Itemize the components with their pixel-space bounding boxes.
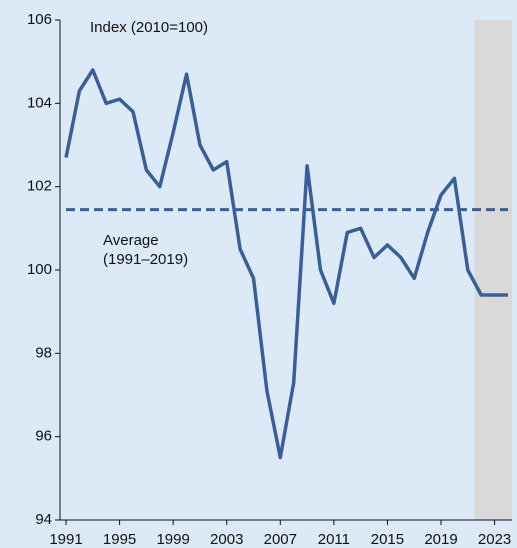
x-tick-label: 2007 [264,531,297,548]
x-tick-label: 1999 [156,531,189,548]
x-tick-label: 2015 [371,531,404,548]
shaded-region [474,20,512,520]
x-tick-label: 2011 [318,531,350,548]
average-label: Average [103,232,159,249]
x-tick-label: 2019 [424,531,457,548]
y-tick-label: 102 [27,178,52,195]
line [64,68,508,460]
average-label: (1991–2019) [103,251,188,268]
x-tick-label: 1995 [103,531,136,548]
y-tick-label: 106 [27,11,52,28]
y-axis-label: Index (2010=100) [90,19,208,36]
y-tick-label: 96 [35,428,52,445]
x-tick-label: 2003 [210,531,243,548]
y-tick-label: 100 [27,261,52,278]
y-tick-label: 98 [35,344,52,361]
x-tick-label: 2023 [478,531,511,548]
y-tick-label: 94 [35,511,52,528]
y-tick-label: 104 [27,94,52,111]
x-tick-label: 1991 [49,531,82,548]
